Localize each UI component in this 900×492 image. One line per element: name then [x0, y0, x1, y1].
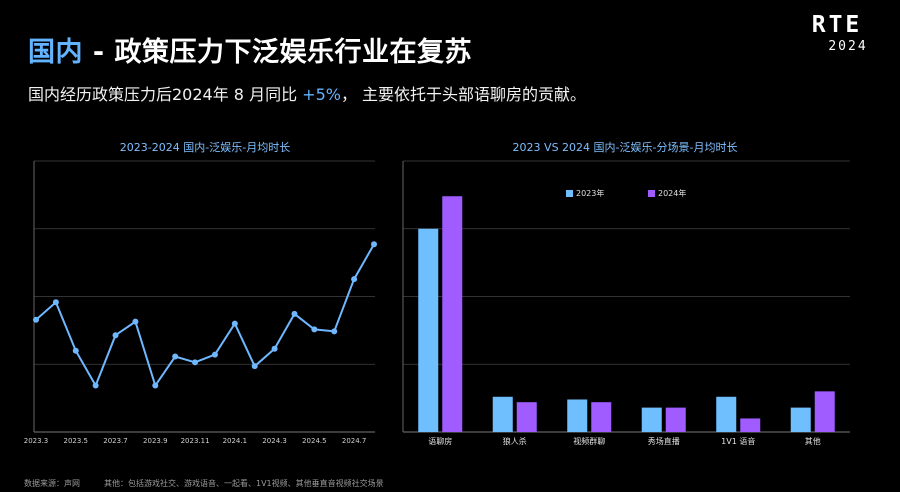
data-point: [92, 382, 99, 389]
x-tick-label: 狼人杀: [503, 436, 527, 446]
subtitle-text: 国内经历政策压力后2024年 8 月同比: [28, 85, 303, 104]
bar: [814, 391, 835, 432]
rte-2024-logo: RTE 2024: [812, 12, 867, 54]
x-tick-label: 2024.7: [342, 437, 367, 445]
data-point: [291, 310, 298, 317]
bar: [492, 396, 513, 432]
data-point: [251, 363, 258, 370]
data-point: [311, 326, 318, 333]
series-line: [35, 243, 375, 388]
bar: [418, 228, 439, 432]
page-subtitle: 国内经历政策压力后2024年 8 月同比 +5%， 主要依托于头部语聊房的贡献。: [28, 81, 586, 105]
x-tick-label: 2023.9: [143, 437, 168, 445]
x-tick-label: 2023.5: [64, 437, 89, 445]
x-tick-label: 秀场直播: [648, 436, 680, 446]
data-point: [33, 316, 39, 323]
data-point: [132, 318, 139, 325]
data-point: [271, 345, 278, 352]
bar: [442, 196, 463, 432]
logo-line-2: 2024: [828, 39, 867, 54]
x-tick-label: 1V1 语音: [721, 436, 755, 446]
bar-chart-title: 2023 VS 2024 国内-泛娱乐-分场景-月均时长: [512, 141, 738, 154]
logo-line-1: RTE: [812, 12, 863, 38]
bar: [567, 399, 588, 432]
data-point: [351, 276, 358, 283]
growth-percent: +5%: [302, 85, 341, 104]
data-point: [172, 353, 179, 360]
x-tick-label: 视频群聊: [573, 436, 605, 446]
line-chart-title: 2023-2024 国内-泛娱乐-月均时长: [119, 141, 291, 154]
legend-label: 2023年: [576, 188, 604, 198]
x-tick-label: 2023.11: [181, 437, 210, 445]
legend-swatch: [648, 190, 655, 197]
other-category-note: 其他：包括游戏社交、游戏语音、一起看、1V1视频、其他垂直音视频社交场景: [104, 479, 384, 488]
x-tick-label: 2024.1: [223, 437, 248, 445]
x-tick-label: 2024.5: [302, 437, 327, 445]
bar: [716, 396, 737, 432]
x-tick-label: 其他: [805, 436, 821, 446]
bar: [740, 418, 761, 432]
data-point: [52, 299, 59, 306]
bar: [665, 407, 686, 432]
data-point: [152, 382, 159, 389]
x-tick-label: 语聊房: [428, 436, 452, 446]
data-point: [371, 241, 377, 248]
x-tick-label: 2023.7: [103, 437, 128, 445]
legend-swatch: [566, 190, 573, 197]
data-point: [331, 328, 338, 335]
bar: [591, 402, 612, 432]
x-tick-label: 2023.3: [24, 437, 49, 445]
data-source-note: 数据来源：声网: [24, 479, 80, 488]
data-point: [112, 332, 119, 339]
title-accent: 国内: [28, 37, 83, 68]
data-point: [192, 359, 199, 366]
subtitle-tail: ， 主要依托于头部语聊房的贡献。: [340, 85, 587, 104]
data-point: [211, 351, 218, 358]
data-point: [231, 320, 238, 327]
x-tick-label: 2024.3: [262, 437, 287, 445]
bar: [641, 407, 662, 432]
title-rest: - 政策压力下泛娱乐行业在复苏: [92, 37, 473, 68]
bar: [516, 402, 537, 432]
bar: [790, 407, 811, 432]
page-title: 国内 - 政策压力下泛娱乐行业在复苏: [28, 30, 472, 69]
legend-label: 2024年: [658, 188, 686, 198]
data-point: [72, 347, 79, 354]
